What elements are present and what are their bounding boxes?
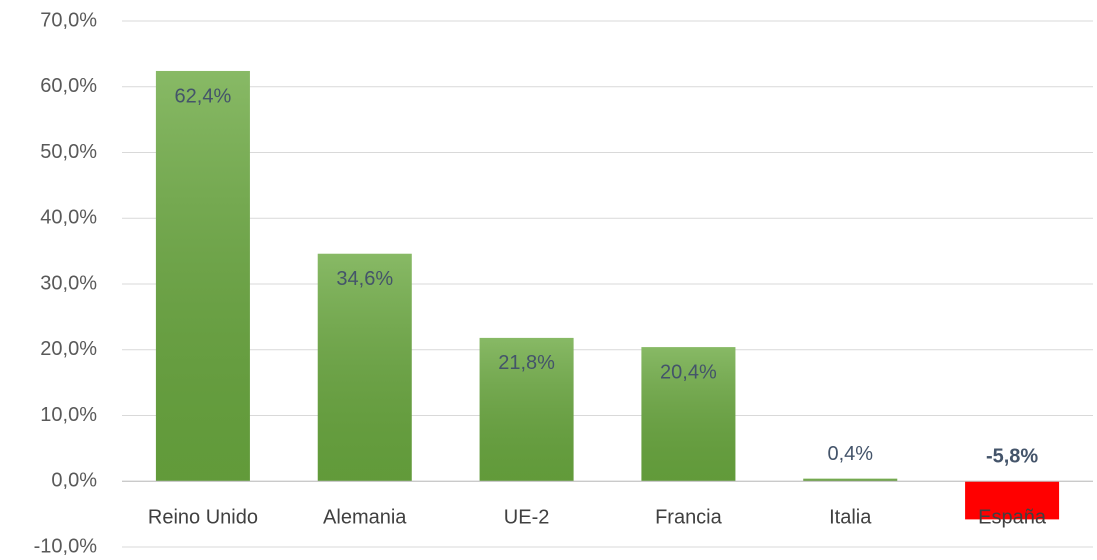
y-tick-label: 50,0% <box>40 141 97 163</box>
data-label: 62,4% <box>175 85 232 107</box>
bar-shade <box>317 253 412 482</box>
data-label: 21,8% <box>498 352 555 374</box>
x-tick-label: Italia <box>829 506 872 528</box>
x-tick-label: Francia <box>655 506 723 528</box>
data-label: 0,4% <box>827 443 873 465</box>
y-tick-label: 10,0% <box>40 404 97 426</box>
x-tick-label: Alemania <box>323 506 407 528</box>
y-tick-label: 30,0% <box>40 272 97 294</box>
bar-shade <box>641 347 736 482</box>
bar-shade <box>803 478 898 482</box>
bar-shade <box>479 337 574 482</box>
data-label: 34,6% <box>336 268 393 290</box>
data-label: 20,4% <box>660 361 717 383</box>
x-tick-label: UE-2 <box>504 506 550 528</box>
y-tick-label: 20,0% <box>40 338 97 360</box>
data-label: -5,8% <box>986 446 1038 468</box>
y-tick-label: 70,0% <box>40 9 97 31</box>
x-tick-label: Reino Unido <box>148 506 258 528</box>
y-tick-label: 60,0% <box>40 75 97 97</box>
x-tick-label: España <box>978 506 1047 528</box>
y-tick-label: -10,0% <box>34 535 98 557</box>
y-tick-label: 0,0% <box>51 470 97 492</box>
y-tick-label: 40,0% <box>40 207 97 229</box>
bar-shade <box>155 70 250 482</box>
bar <box>965 481 1060 520</box>
